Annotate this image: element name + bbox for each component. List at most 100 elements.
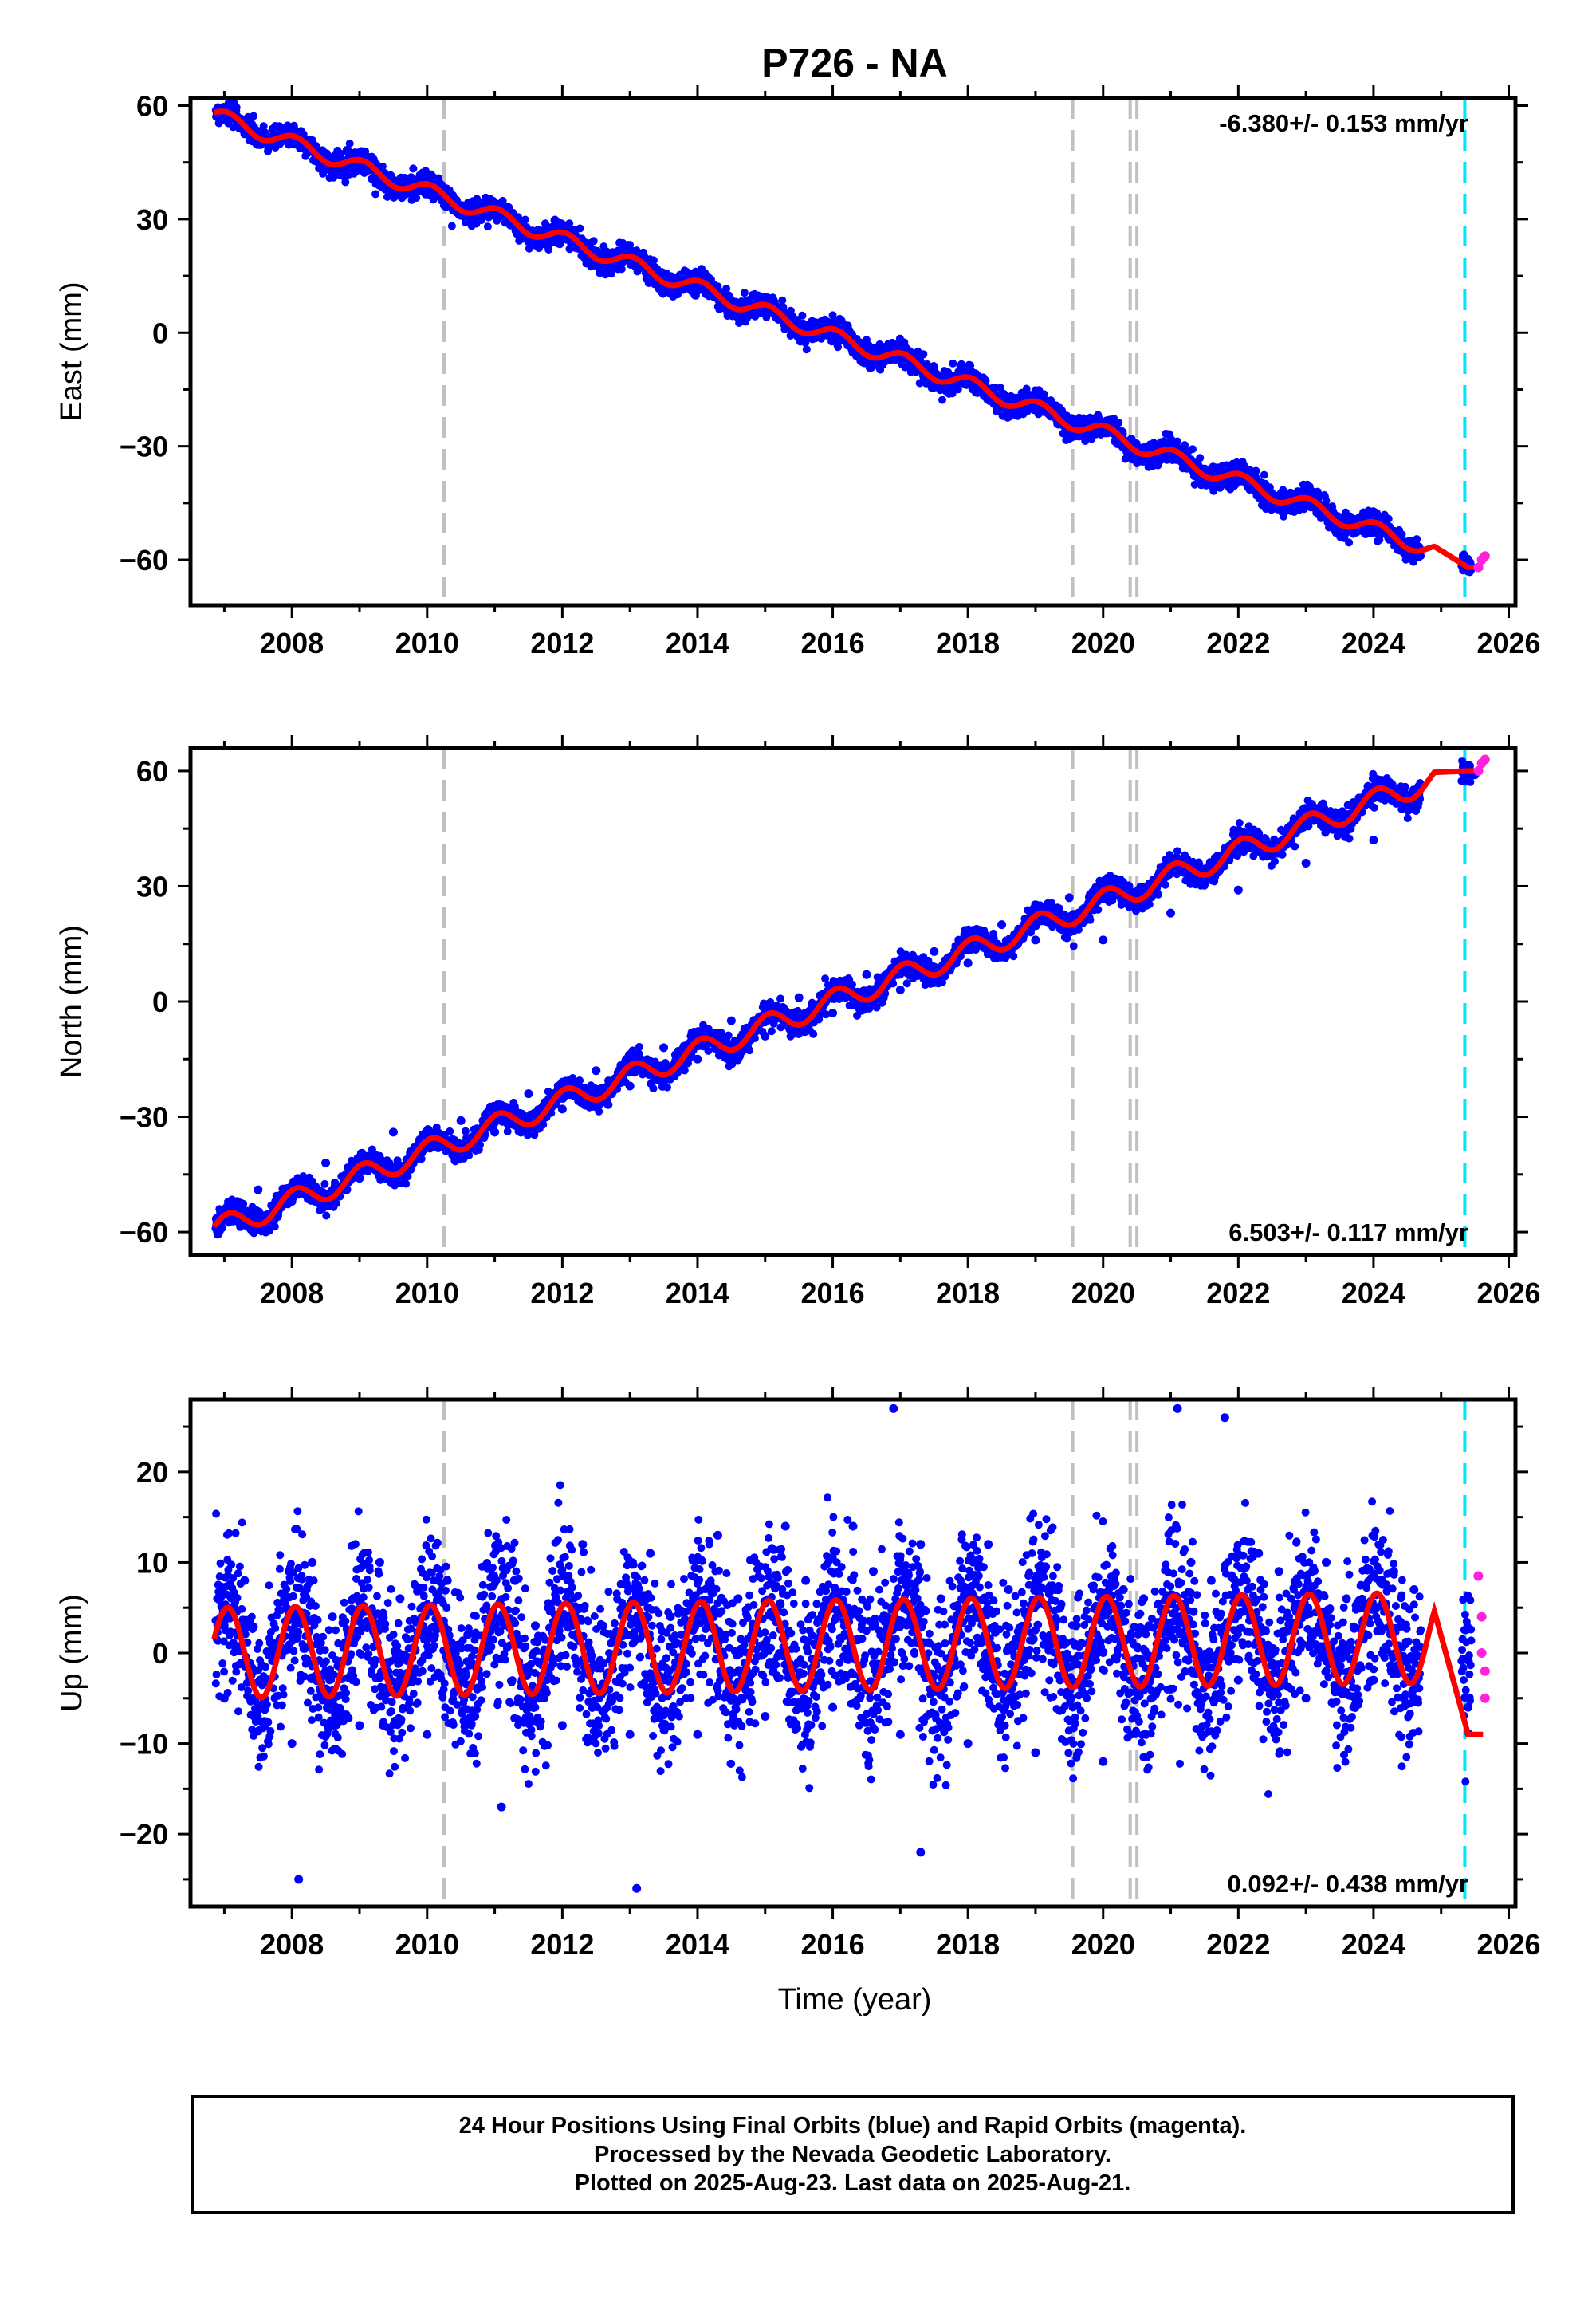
up-final-orbit-point	[780, 1521, 790, 1531]
up-final-orbit-point	[219, 1694, 229, 1703]
east-x-tick-label: 2010	[395, 627, 459, 659]
up-final-orbit-point	[294, 1875, 304, 1884]
east-final-orbit-point	[1099, 427, 1108, 436]
north-final-orbit-point	[355, 1174, 364, 1183]
up-y-axis-label: Up (mm)	[55, 1594, 88, 1712]
up-final-orbit-point	[984, 1540, 993, 1549]
up-final-orbit-point	[1186, 1557, 1196, 1567]
up-y-tick-label: 20	[136, 1456, 168, 1489]
east-panel: 2008 2010 2012 2014 2016 2018 2020 2022 2024 2026…	[55, 85, 1541, 659]
up-rapid-orbit-point	[1476, 1648, 1487, 1658]
up-rapid-orbit-point	[1480, 1666, 1490, 1676]
up-final-orbit-point	[1301, 1694, 1311, 1703]
north-x-tick-label: 2018	[936, 1277, 1000, 1309]
up-y-tick-label: −20	[120, 1818, 168, 1851]
up-final-orbit-point	[1031, 1748, 1040, 1757]
up-final-orbit-point	[1274, 1567, 1283, 1576]
up-final-orbit-point	[889, 1403, 898, 1413]
up-final-orbit-point	[868, 1567, 878, 1576]
up-final-orbit-point	[1322, 1557, 1331, 1567]
east-x-tick-label: 2026	[1476, 627, 1540, 659]
east-y-tick-label: −30	[120, 431, 168, 463]
up-final-orbit-point	[497, 1802, 506, 1812]
north-final-orbit-point	[1166, 908, 1176, 918]
up-final-orbit-point	[308, 1557, 317, 1567]
east-plot-area	[211, 98, 1490, 605]
north-final-orbit-point	[895, 986, 905, 995]
north-x-tick-label: 2016	[801, 1277, 865, 1309]
east-rapid-orbit-point	[1480, 551, 1490, 561]
north-final-orbit-point	[1233, 885, 1243, 895]
caption-box: 24 Hour Positions Using Final Orbits (bl…	[191, 2095, 1515, 2214]
up-final-orbit-point	[936, 1594, 945, 1604]
north-final-orbit-point	[761, 1031, 770, 1041]
up-final-orbit-point	[1233, 1675, 1243, 1685]
up-final-orbit-point	[598, 1621, 607, 1631]
north-x-tick-label: 2014	[666, 1277, 729, 1309]
north-final-orbit-point	[213, 1227, 222, 1237]
north-final-orbit-point	[794, 993, 804, 1002]
north-final-orbit-point	[1031, 935, 1040, 945]
north-final-orbit-point	[287, 1197, 297, 1206]
up-final-orbit-point	[666, 1612, 675, 1622]
north-final-orbit-point	[1099, 935, 1108, 945]
up-x-tick-label: 2012	[530, 1928, 594, 1961]
east-y-tick-label: −60	[120, 544, 168, 577]
up-final-orbit-point	[1254, 1549, 1264, 1558]
east-x-tick-label: 2020	[1071, 627, 1135, 659]
north-final-orbit-point	[456, 1116, 466, 1125]
north-final-orbit-point	[1402, 801, 1412, 810]
up-final-orbit-point	[1166, 1684, 1176, 1694]
up-final-orbit-point	[355, 1721, 364, 1730]
north-final-orbit-point	[963, 958, 973, 968]
up-y-tick-label: 0	[152, 1637, 168, 1670]
north-y-axis-label: North (mm)	[55, 925, 88, 1078]
up-final-orbit-cloud	[211, 1481, 1476, 1798]
up-final-orbit-point	[1139, 1594, 1149, 1604]
up-x-tick-label: 2024	[1342, 1928, 1405, 1961]
north-rapid-orbit-point	[1480, 754, 1490, 765]
up-y-tick-label: 10	[136, 1546, 168, 1579]
up-final-orbit-point	[1464, 1702, 1473, 1712]
north-x-tick-label: 2024	[1342, 1277, 1405, 1309]
up-final-orbit-point	[1220, 1413, 1229, 1423]
caption-line-3: Plotted on 2025-Aug-23. Last data on 202…	[574, 2170, 1131, 2196]
north-final-orbit-point	[524, 1089, 533, 1099]
up-final-orbit-point	[530, 1621, 540, 1631]
up-final-orbit-point	[828, 1702, 838, 1712]
north-y-tick-label: −30	[120, 1101, 168, 1134]
up-final-orbit-point	[1409, 1585, 1419, 1594]
north-x-tick-label: 2020	[1071, 1277, 1135, 1309]
north-final-orbit-point	[625, 1081, 635, 1091]
up-final-orbit-point	[1051, 1585, 1060, 1594]
up-final-orbit-point	[395, 1594, 405, 1604]
up-rapid-orbit-point	[1476, 1612, 1487, 1622]
north-final-orbit-point	[592, 1066, 601, 1076]
north-final-orbit-point	[557, 1104, 567, 1114]
east-y-tick-label: 0	[152, 317, 168, 349]
up-x-tick-label: 2022	[1206, 1928, 1270, 1961]
up-final-orbit-point	[733, 1594, 743, 1604]
up-final-orbit-point	[1004, 1585, 1013, 1594]
east-x-tick-label: 2018	[936, 627, 1000, 659]
up-final-orbit-point	[1173, 1403, 1182, 1413]
east-x-tick-label: 2024	[1342, 627, 1405, 659]
up-x-tick-label: 2008	[260, 1928, 324, 1961]
north-final-orbit-point	[828, 1008, 838, 1017]
up-panel: 2008 2010 2012 2014 2016 2018 2020 2022 2024 2026…	[55, 1387, 1541, 1961]
north-x-tick-label: 2010	[395, 1277, 459, 1309]
up-final-orbit-point	[801, 1576, 811, 1585]
up-final-orbit-point	[963, 1739, 973, 1749]
up-final-orbit-point	[260, 1721, 269, 1730]
up-final-orbit-point	[578, 1540, 588, 1549]
up-final-orbit-point	[442, 1576, 452, 1585]
north-final-orbit-point	[693, 1054, 702, 1064]
up-x-tick-label: 2010	[395, 1928, 459, 1961]
north-final-orbit-point	[388, 1127, 398, 1137]
up-final-orbit-point	[375, 1557, 384, 1567]
east-final-orbit-point	[355, 161, 364, 171]
east-model-curve	[213, 108, 1484, 570]
up-final-orbit-point	[510, 1576, 520, 1585]
up-plot-area	[211, 1399, 1490, 1907]
